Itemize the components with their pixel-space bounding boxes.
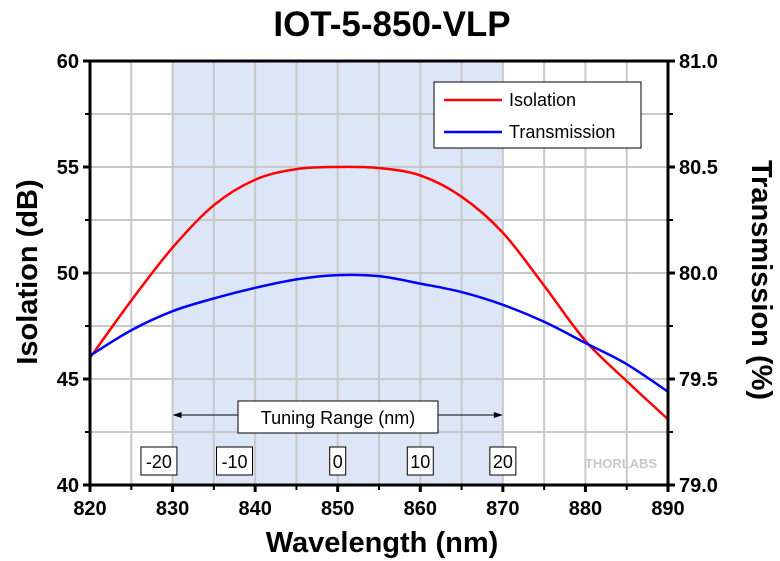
y-tick-label: 40 bbox=[57, 475, 79, 497]
x-tick-label: 850 bbox=[321, 498, 354, 520]
offset-label: 0 bbox=[333, 452, 343, 472]
x-tick-label: 860 bbox=[404, 498, 437, 520]
offset-label: -10 bbox=[221, 452, 247, 472]
offset-label-box bbox=[406, 446, 434, 476]
y2-tick-label: 80.0 bbox=[679, 263, 718, 285]
x-axis-label: Wavelength (nm) bbox=[266, 527, 499, 559]
offset-label: -20 bbox=[146, 452, 172, 472]
x-tick-label: 820 bbox=[73, 498, 106, 520]
y2-tick-label: 79.0 bbox=[679, 475, 718, 497]
x-tick-label: 880 bbox=[569, 498, 602, 520]
y-tick-label: 45 bbox=[57, 369, 79, 391]
tuning-arrow-right-head bbox=[493, 412, 503, 418]
y-tick-label: 60 bbox=[57, 51, 79, 73]
offset-label-box bbox=[140, 446, 178, 476]
legend: Isolation Transmission bbox=[433, 81, 642, 149]
x-tick-label: 890 bbox=[651, 498, 684, 520]
y-tick-label: 55 bbox=[57, 157, 79, 179]
y2-tick-label: 79.5 bbox=[679, 369, 718, 391]
tuning-arrow-left-head bbox=[172, 412, 182, 418]
tuning-range-label: Tuning Range (nm) bbox=[261, 408, 415, 428]
thorlabs-watermark: THORLABS bbox=[585, 456, 658, 471]
y2-tick-label: 80.5 bbox=[679, 157, 718, 179]
axes: 820 830 840 850 860 870 880 890 40 45 50 55 60 79.0 79… bbox=[57, 51, 718, 520]
tuning-range-annotations: Tuning Range (nm) -20 -10 0 10 20 THORLABS bbox=[140, 400, 658, 476]
legend-box bbox=[433, 81, 642, 149]
y2-axis-label: Transmission (%) bbox=[745, 160, 777, 400]
y-axis-label: Isolation (dB) bbox=[12, 179, 44, 364]
offset-label: 20 bbox=[493, 452, 513, 472]
legend-label-transmission: Transmission bbox=[509, 122, 615, 142]
chart-title: IOT-5-850-VLP bbox=[273, 5, 510, 44]
series-line-transmission bbox=[89, 273, 669, 393]
series-group bbox=[88, 165, 669, 421]
offset-label-box bbox=[329, 446, 347, 476]
series-line-isolation bbox=[88, 165, 669, 421]
offset-label: 10 bbox=[410, 452, 430, 472]
x-tick-label: 830 bbox=[156, 498, 189, 520]
x-tick-label: 870 bbox=[486, 498, 519, 520]
tuning-range-label-box bbox=[237, 400, 439, 434]
y2-tick-label: 81.0 bbox=[679, 51, 718, 73]
y-tick-label: 50 bbox=[57, 263, 79, 285]
offset-label-box bbox=[489, 446, 517, 476]
offset-label-box bbox=[216, 446, 253, 476]
legend-label-isolation: Isolation bbox=[509, 90, 576, 110]
x-tick-label: 840 bbox=[238, 498, 271, 520]
